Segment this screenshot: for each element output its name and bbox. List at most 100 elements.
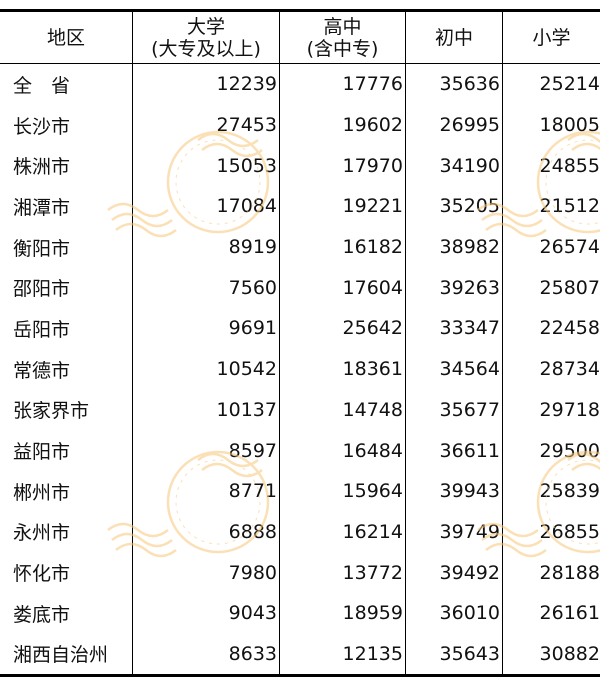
region-cell: 郴州市 [0, 470, 133, 512]
value-cell: 7980 [133, 552, 280, 593]
value-cell: 25807 [539, 276, 600, 299]
table-row: 株洲市 15053 17970 34190 24855 [0, 145, 600, 187]
header-highschool: 高中 (含中专) [280, 12, 406, 63]
value-cell: 36611 [406, 430, 503, 471]
header-text: 大学 [186, 15, 225, 38]
table-row: 长沙市 27453 19602 26995 18005 [0, 104, 600, 146]
region-cell: 娄底市 [0, 592, 133, 634]
table-row: 永州市 6888 16214 39749 26855 [0, 511, 600, 553]
table-row: 益阳市 8597 16484 36611 29500 [0, 430, 600, 471]
table-row: 怀化市 7980 13772 39492 28188 [0, 552, 600, 593]
value-cell: 18959 [280, 592, 406, 634]
value-cell: 39749 [406, 511, 503, 553]
value-cell: 15053 [133, 145, 280, 187]
region-cell: 怀化市 [0, 552, 133, 593]
value-cell: 35677 [406, 389, 503, 431]
value-cell: 18361 [280, 348, 406, 390]
value-cell: 9043 [133, 592, 280, 634]
header-text: 初中 [434, 26, 473, 49]
table-row: 全 省 12239 17776 35636 25214 [0, 64, 600, 105]
value-cell: 35205 [406, 186, 503, 227]
value-cell: 17084 [133, 186, 280, 227]
value-cell: 22458 [539, 317, 600, 340]
value-cell: 8771 [133, 470, 280, 512]
value-cell: 25839 [539, 480, 600, 503]
value-cell: 9691 [133, 308, 280, 349]
value-cell: 14748 [280, 389, 406, 431]
value-cell: 12239 [133, 64, 280, 105]
region-cell: 张家界市 [0, 389, 133, 431]
table-row: 张家界市 10137 14748 35677 29718 [0, 389, 600, 431]
region-cell: 益阳市 [0, 430, 133, 471]
table-row: 郴州市 8771 15964 39943 25839 [0, 470, 600, 512]
value-cell: 10137 [133, 389, 280, 431]
header-university: 大学 (大专及以上) [133, 12, 280, 63]
value-cell: 28188 [539, 561, 600, 584]
value-cell: 29718 [539, 398, 600, 421]
value-cell: 12135 [280, 633, 406, 675]
header-text: 小学 [532, 26, 571, 49]
region-cell: 湘潭市 [0, 186, 133, 227]
table-row: 娄底市 9043 18959 36010 26161 [0, 592, 600, 634]
value-cell: 30882 [539, 642, 600, 665]
value-cell: 15964 [280, 470, 406, 512]
header-subtext: (含中专) [306, 37, 379, 60]
value-cell: 39943 [406, 470, 503, 512]
region-cell: 湘西自治州 [0, 633, 133, 675]
value-cell: 26574 [539, 236, 600, 259]
value-cell: 26855 [539, 520, 600, 543]
value-cell: 16182 [280, 226, 406, 268]
value-cell: 38982 [406, 226, 503, 268]
value-cell: 34564 [406, 348, 503, 390]
table-row: 湘潭市 17084 19221 35205 21512 [0, 186, 600, 227]
value-cell: 17776 [280, 64, 406, 105]
value-cell: 29500 [539, 439, 600, 462]
value-cell: 6888 [133, 511, 280, 553]
value-cell: 8919 [133, 226, 280, 268]
table-row: 常德市 10542 18361 34564 28734 [0, 348, 600, 390]
value-cell: 19221 [280, 186, 406, 227]
table-header: 地区 大学 (大专及以上) 高中 (含中专) 初中 小学 [0, 12, 600, 64]
value-cell: 25642 [280, 308, 406, 349]
value-cell: 7560 [133, 267, 280, 309]
region-cell: 衡阳市 [0, 226, 133, 268]
value-cell: 24855 [539, 154, 600, 177]
value-cell: 13772 [280, 552, 406, 593]
value-cell: 8633 [133, 633, 280, 675]
value-cell: 35643 [406, 633, 503, 675]
header-region: 地区 [0, 12, 133, 63]
value-cell: 27453 [133, 104, 280, 146]
table-body: 全 省 12239 17776 35636 25214 长沙市 27453 19602 2699… [0, 64, 600, 675]
value-cell: 17970 [280, 145, 406, 187]
region-cell: 岳阳市 [0, 308, 133, 349]
table-row: 邵阳市 7560 17604 39263 25807 [0, 267, 600, 309]
value-cell: 36010 [406, 592, 503, 634]
value-cell: 26995 [406, 104, 503, 146]
value-cell: 21512 [539, 195, 600, 218]
value-cell: 10542 [133, 348, 280, 390]
table-row: 岳阳市 9691 25642 33347 22458 [0, 308, 600, 349]
region-cell: 全 省 [0, 64, 133, 105]
region-cell: 株洲市 [0, 145, 133, 187]
value-cell: 16484 [280, 430, 406, 471]
value-cell: 19602 [280, 104, 406, 146]
value-cell: 33347 [406, 308, 503, 349]
value-cell: 34190 [406, 145, 503, 187]
region-cell: 常德市 [0, 348, 133, 390]
region-cell: 永州市 [0, 511, 133, 553]
education-table: 地区 大学 (大专及以上) 高中 (含中专) 初中 小学 全 省 12239 17776… [0, 9, 600, 678]
table-row: 衡阳市 8919 16182 38982 26574 [0, 226, 600, 268]
header-middleschool: 初中 [406, 12, 503, 63]
header-text: 高中 [323, 15, 362, 38]
header-text: 地区 [46, 26, 85, 49]
region-cell: 邵阳市 [0, 267, 133, 309]
table-row: 湘西自治州 8633 12135 35643 30882 [0, 633, 600, 675]
value-cell: 16214 [280, 511, 406, 553]
header-primary: 小学 [503, 12, 600, 63]
value-cell: 39263 [406, 267, 503, 309]
value-cell: 8597 [133, 430, 280, 471]
region-cell: 长沙市 [0, 104, 133, 146]
header-subtext: (大专及以上) [151, 37, 261, 60]
value-cell: 25214 [539, 73, 600, 96]
value-cell: 35636 [406, 64, 503, 105]
